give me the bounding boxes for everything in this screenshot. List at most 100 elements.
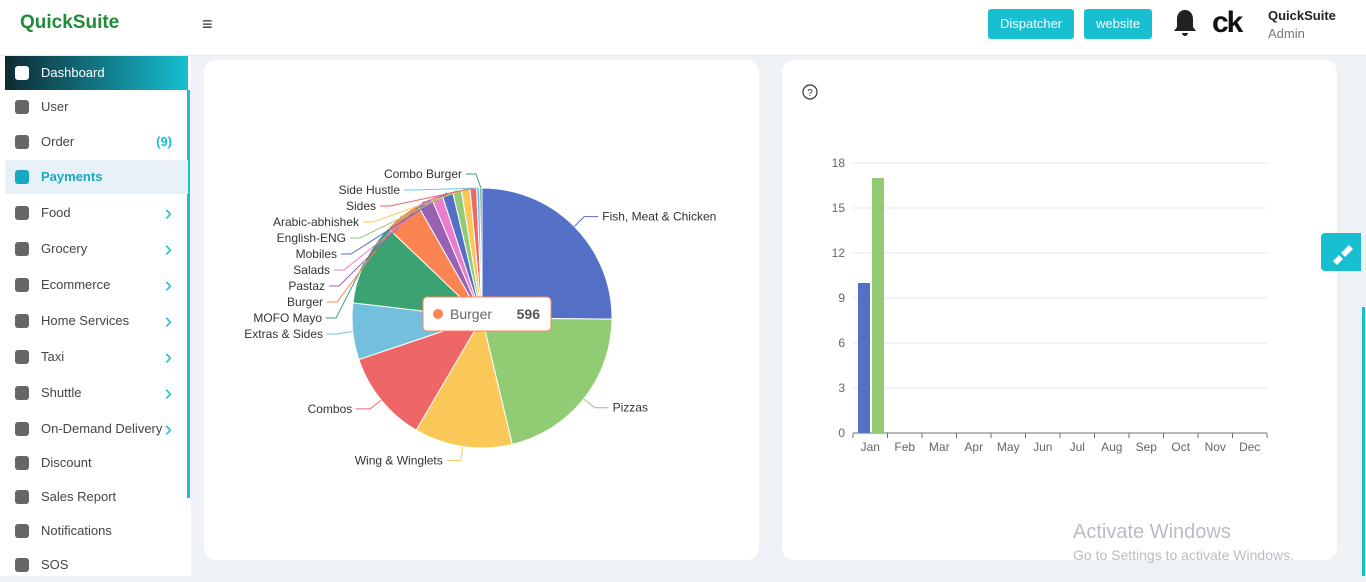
sidebar-icon xyxy=(15,170,29,184)
sidebar-icon xyxy=(15,135,29,149)
pie-slice xyxy=(415,316,513,449)
sidebar-icon xyxy=(15,242,29,256)
menu-toggle[interactable]: ≡ xyxy=(202,14,213,34)
y-tick-label: 9 xyxy=(838,291,845,305)
sidebar-item[interactable]: Dashboard xyxy=(5,56,188,90)
sidebar-label: On-Demand Delivery xyxy=(41,421,163,436)
x-tick-label: Mar xyxy=(929,440,950,454)
sidebar-item[interactable]: Food › xyxy=(5,196,188,230)
slice-label: Combos xyxy=(308,402,353,416)
slice-label: Side Hustle xyxy=(339,183,401,197)
user-role: Admin xyxy=(1268,26,1305,41)
pie-slice xyxy=(358,317,484,431)
slice-label: Arabic-abhishek xyxy=(273,215,360,229)
chevron-icon: › xyxy=(164,236,172,261)
sidebar-item[interactable]: Notifications xyxy=(5,514,188,548)
sidebar-label: SOS xyxy=(41,557,69,572)
customizer-button[interactable] xyxy=(1321,233,1361,271)
sidebar-label: Notifications xyxy=(41,523,112,538)
slice-label: Salads xyxy=(293,263,330,277)
sidebar-item[interactable]: Order (9) xyxy=(5,125,188,159)
pie-slice xyxy=(479,187,483,319)
dispatcher-button[interactable]: Dispatcher xyxy=(988,9,1075,39)
sidebar-label: Grocery xyxy=(41,241,88,256)
sidebar-icon xyxy=(15,490,29,504)
bar xyxy=(858,283,870,433)
x-tick-label: Aug xyxy=(1101,440,1122,454)
sidebar-label: Home Services xyxy=(41,313,130,328)
sidebar-item[interactable]: Home Services › xyxy=(5,304,188,338)
sidebar-accent xyxy=(187,90,190,498)
y-tick-label: 6 xyxy=(838,336,845,350)
sidebar-item[interactable]: Discount xyxy=(5,446,188,480)
sidebar-item[interactable]: Grocery › xyxy=(5,232,188,266)
slice-label: Sides xyxy=(346,199,376,213)
sidebar: Dashboard User Order (9) Payments Food › Grocer… xyxy=(0,56,191,576)
leader-line xyxy=(446,446,464,461)
x-tick-label: Jul xyxy=(1070,440,1085,454)
sidebar-label: Taxi xyxy=(41,349,65,364)
sidebar-label: Discount xyxy=(41,455,92,470)
x-tick-label: Sep xyxy=(1136,440,1158,454)
slice-label: Extras & Sides xyxy=(244,327,323,341)
sidebar-item[interactable]: Ecommerce › xyxy=(5,268,188,302)
y-tick-label: 3 xyxy=(838,381,845,395)
logo[interactable]: QuickSuite xyxy=(20,12,120,33)
pie-slice xyxy=(481,317,613,446)
sidebar-item[interactable]: Taxi › xyxy=(5,340,188,374)
sidebar-label: Dashboard xyxy=(41,65,105,80)
pie-slice xyxy=(352,227,484,319)
chevron-icon: › xyxy=(164,308,172,333)
sidebar-icon xyxy=(15,278,29,292)
slice-label: Fish, Meat & Chicken xyxy=(602,210,716,224)
sidebar-icon xyxy=(15,422,29,436)
watermark-title: Activate Windows xyxy=(1073,521,1231,543)
chevron-icon: › xyxy=(164,272,172,297)
sidebar-icon xyxy=(15,206,29,220)
help-icon[interactable] xyxy=(802,84,818,100)
user-name: QuickSuite xyxy=(1268,8,1336,23)
brush-icon xyxy=(1333,245,1353,265)
order-count: (9) xyxy=(156,134,172,149)
header: QuickSuite ≡ Dispatcher website ck Quick… xyxy=(0,0,1366,56)
sidebar-icon xyxy=(15,314,29,328)
x-tick-label: Jan xyxy=(861,440,880,454)
sidebar-icon xyxy=(15,386,29,400)
website-button[interactable]: website xyxy=(1084,9,1153,39)
bell-icon[interactable] xyxy=(1172,8,1198,40)
leader-line xyxy=(404,187,479,191)
avatar[interactable]: ck xyxy=(1212,6,1243,39)
chevron-icon: › xyxy=(164,344,172,369)
sidebar-icon xyxy=(15,524,29,538)
slice-label: Mobiles xyxy=(296,247,337,261)
bar xyxy=(872,178,884,433)
sidebar-item[interactable]: User xyxy=(5,90,188,124)
leader-line xyxy=(380,187,474,207)
sidebar-label: Sales Report xyxy=(41,489,117,504)
slice-label: Pizzas xyxy=(613,401,648,415)
sidebar-label: Food xyxy=(41,205,71,220)
leader-line xyxy=(356,399,382,410)
leader-line xyxy=(327,215,403,303)
y-tick-label: 0 xyxy=(838,426,845,440)
y-tick-label: 18 xyxy=(832,156,846,170)
chevron-icon: › xyxy=(164,380,172,405)
sidebar-item[interactable]: SOS xyxy=(5,548,188,582)
sidebar-icon xyxy=(15,558,29,572)
slice-label: MOFO Mayo xyxy=(253,311,322,325)
scrollbar xyxy=(1362,307,1365,576)
sidebar-item[interactable]: On-Demand Delivery › xyxy=(5,412,188,446)
x-tick-label: Oct xyxy=(1171,440,1190,454)
leader-line xyxy=(583,398,609,409)
x-tick-label: Apr xyxy=(964,440,983,454)
leader-line xyxy=(329,201,425,287)
sidebar-item[interactable]: Sales Report xyxy=(5,480,188,514)
leader-line xyxy=(573,216,599,227)
sidebar-item[interactable]: Payments xyxy=(5,160,188,194)
tooltip xyxy=(422,296,552,332)
sidebar-item[interactable]: Shuttle › xyxy=(5,376,188,410)
x-tick-label: Nov xyxy=(1205,440,1226,454)
sidebar-label: Payments xyxy=(41,169,103,184)
